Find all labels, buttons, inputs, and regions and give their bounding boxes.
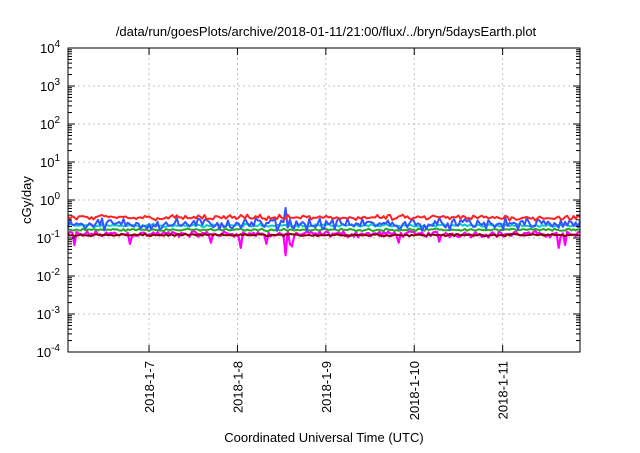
y-tick-label: 10-3 bbox=[37, 305, 61, 322]
chart-title: /data/run/goesPlots/archive/2018-01-11/2… bbox=[116, 24, 537, 39]
grid bbox=[68, 48, 580, 352]
y-tick-label: 101 bbox=[40, 153, 60, 170]
y-tick-label: 10-2 bbox=[37, 267, 61, 284]
y-tick-label: 103 bbox=[40, 77, 60, 94]
y-tick-label: 10-1 bbox=[37, 229, 61, 246]
x-axis: 2018-1-7 2018-1-8 2018-1-9 2018-1-10 2018-1-… bbox=[142, 48, 511, 420]
x-tick-label: 2018-1-11 bbox=[496, 361, 511, 419]
x-axis-label: Coordinated Universal Time (UTC) bbox=[224, 430, 423, 445]
y-tick-label: 100 bbox=[40, 191, 60, 208]
series-line bbox=[67, 213, 581, 222]
x-tick-label: 2018-1-7 bbox=[142, 361, 157, 413]
y-axis-label: cGy/day bbox=[19, 176, 34, 224]
x-tick-label: 2018-1-10 bbox=[407, 361, 422, 420]
x-tick-label: 2018-1-9 bbox=[319, 361, 334, 413]
y-tick-label: 10-4 bbox=[37, 343, 61, 360]
series-line bbox=[67, 206, 581, 232]
series-line bbox=[67, 232, 581, 238]
y-tick-label: 102 bbox=[40, 115, 60, 132]
y-axis: 10-4 10-3 10-2 10-1 100 101 102 103 104 bbox=[37, 39, 580, 360]
y-tick-label: 104 bbox=[40, 39, 60, 56]
series-group bbox=[67, 206, 581, 257]
x-tick-label: 2018-1-8 bbox=[230, 361, 245, 413]
